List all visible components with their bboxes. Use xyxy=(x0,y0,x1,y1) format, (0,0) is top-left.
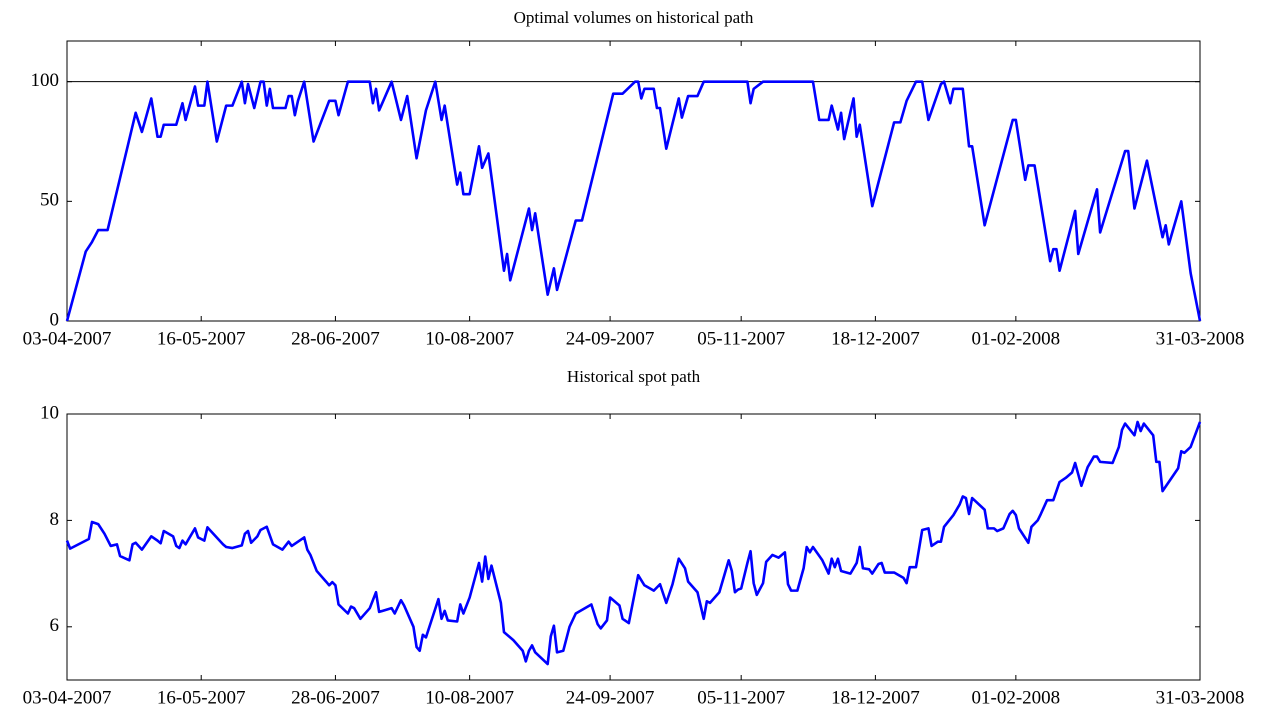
x-tick-label: 31-03-2008 xyxy=(1156,328,1245,349)
x-tick-label: 31-03-2008 xyxy=(1156,687,1245,708)
x-tick-label: 01-02-2008 xyxy=(972,687,1061,708)
y-tick-label: 10 xyxy=(40,402,59,423)
y-tick-label: 8 xyxy=(50,509,60,530)
plot-frame xyxy=(66,413,1201,681)
x-tick-label: 28-06-2007 xyxy=(291,328,380,349)
x-tick-label: 05-11-2007 xyxy=(697,328,785,349)
x-tick-label: 05-11-2007 xyxy=(697,687,785,708)
y-tick-label: 50 xyxy=(40,190,59,211)
x-tick-label: 10-08-2007 xyxy=(425,687,514,708)
plot-frame xyxy=(66,40,1201,322)
data-line xyxy=(65,80,1202,322)
data-line xyxy=(65,420,1202,666)
x-tick-label: 03-04-2007 xyxy=(23,328,112,349)
y-tick-label: 6 xyxy=(50,615,60,636)
x-tick-label: 24-09-2007 xyxy=(566,687,655,708)
x-tick-label: 03-04-2007 xyxy=(23,687,112,708)
x-tick-label: 18-12-2007 xyxy=(831,328,920,349)
x-tick-label: 01-02-2008 xyxy=(972,328,1061,349)
y-tick-label: 0 xyxy=(50,309,60,330)
y-tick-label: 100 xyxy=(31,70,60,91)
x-tick-label: 28-06-2007 xyxy=(291,687,380,708)
x-tick-label: 24-09-2007 xyxy=(566,328,655,349)
x-tick-label: 16-05-2007 xyxy=(157,328,246,349)
chart-title: Optimal volumes on historical path xyxy=(514,8,754,27)
x-tick-label: 16-05-2007 xyxy=(157,687,246,708)
x-tick-label: 10-08-2007 xyxy=(425,328,514,349)
x-tick-label: 18-12-2007 xyxy=(831,687,920,708)
chart-title: Historical spot path xyxy=(567,367,701,386)
